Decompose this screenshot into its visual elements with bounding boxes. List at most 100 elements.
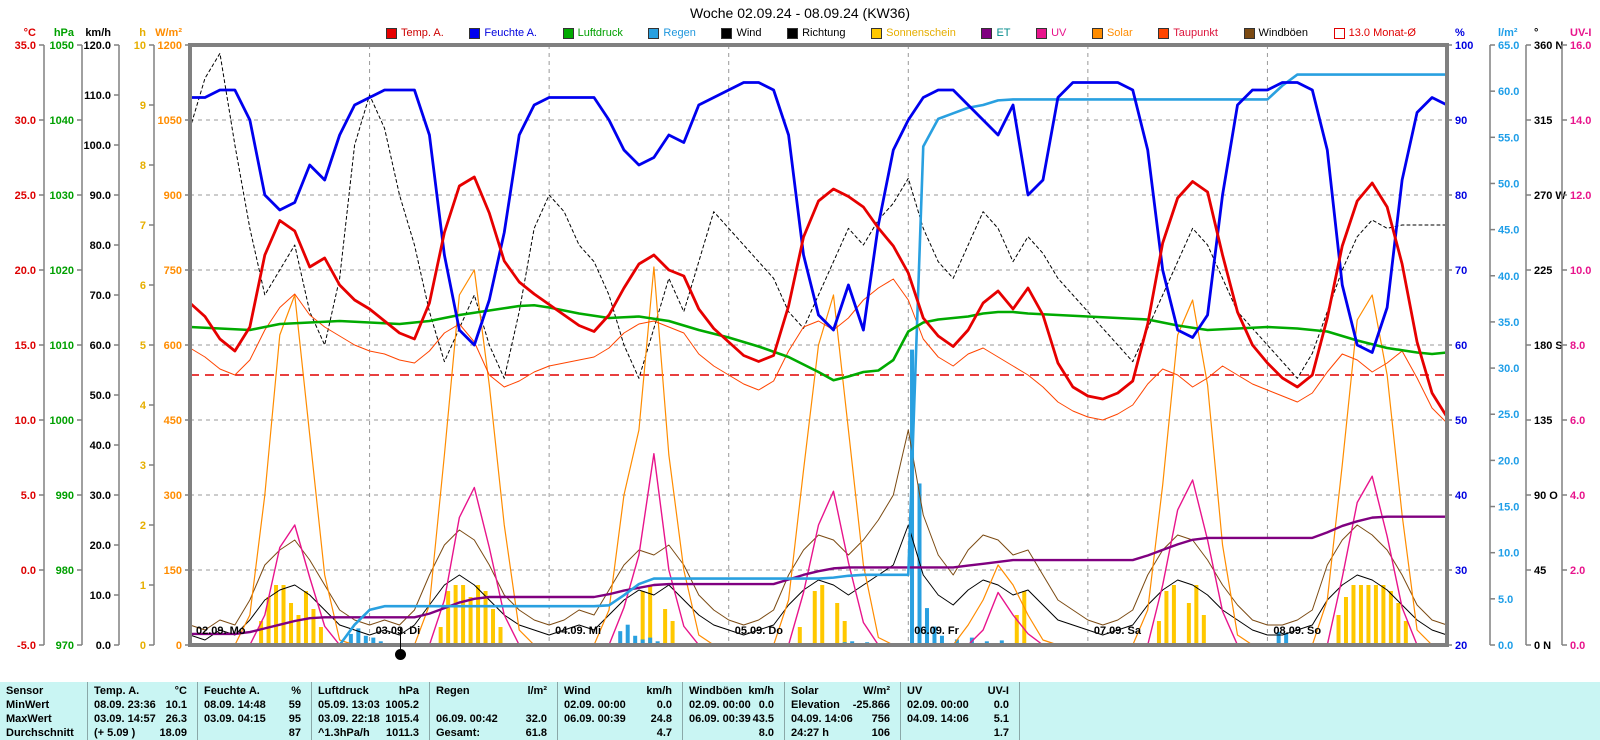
stats-min: Elevation -25.866: [785, 698, 900, 712]
stats-avg-value: 4.7: [656, 727, 672, 739]
stats-table: Sensor MinWert MaxWert Durchschnitt Temp. A.…: [0, 682, 1600, 740]
axis-unit-h: h: [139, 27, 146, 39]
stats-col-solar: Solar W/m² Elevation -25.866 04.09. 14:06 756…: [785, 682, 901, 740]
bar-regen-stunden: [363, 635, 368, 645]
legend-label-solar: Solar: [1106, 27, 1133, 39]
stats-avg-text: (+ 5.09 ): [94, 727, 136, 739]
legend-item-et[interactable]: ET: [981, 27, 1011, 39]
legend-item-taupunkt[interactable]: Taupunkt: [1158, 27, 1218, 39]
axis-tick-label-kmh: 50.0: [90, 390, 111, 402]
legend-swatch-temp: [386, 27, 397, 39]
stats-max-text: 03.09. 14:57: [94, 713, 156, 725]
axis-tick-label-wm2: 900: [164, 190, 182, 202]
axis-tick-label-lm2: 55.0: [1498, 132, 1519, 144]
series-windboeen-line: [189, 429, 1448, 631]
legend-label-temp: Temp. A.: [401, 27, 444, 39]
axis-unit-kmh: km/h: [85, 27, 111, 39]
bar-sonnenschein: [835, 603, 840, 645]
stats-header-text: Feuchte A.: [204, 685, 260, 697]
bar-sonnenschein: [820, 585, 825, 645]
cursor-marker[interactable]: [395, 628, 406, 661]
axis-tick-label-hpa: 1020: [50, 265, 74, 277]
stats-header: Windböen km/h: [683, 684, 784, 698]
stats-max-value: 26.3: [165, 713, 187, 725]
stats-max-text: 06.09. 00:39: [689, 713, 751, 725]
bar-regen-stunden: [625, 624, 630, 645]
stats-max-value: 43.5: [752, 713, 774, 725]
axis-tick-label-h: 5: [140, 340, 146, 352]
bar-sonnenschein: [1396, 603, 1401, 645]
stats-row-header-text: Sensor: [6, 685, 44, 697]
stats-header-value: %: [291, 685, 301, 697]
axis-tick-label-h: 7: [140, 220, 146, 232]
stats-max-text: 04.09. 14:06: [791, 713, 853, 725]
bar-sonnenschein: [318, 627, 323, 645]
legend-item-temp[interactable]: Temp. A.: [386, 27, 444, 39]
stats-max-value: 756: [871, 713, 890, 725]
stats-header: Feuchte A.%: [198, 684, 311, 698]
page-title: Woche 02.09.24 - 08.09.24 (KW36): [690, 5, 910, 21]
stats-header-value: °C: [174, 685, 187, 697]
legend-item-sonnenschein[interactable]: Sonnenschein: [871, 27, 956, 39]
stats-header: Regen l/m²: [430, 684, 557, 698]
stats-header-text: Temp. A.: [94, 685, 140, 697]
bar-sonnenschein: [1156, 621, 1161, 645]
legend-item-regen[interactable]: Regen: [648, 27, 696, 39]
bar-sonnenschein: [670, 621, 675, 645]
legend-item-windboeen[interactable]: Windböen: [1243, 27, 1308, 39]
bar-sonnenschein: [266, 597, 271, 645]
stats-max-value: 24.8: [650, 713, 672, 725]
bar-sonnenschein: [259, 621, 264, 645]
series-wind-line: [189, 524, 1448, 641]
axis-tick-label-kmh: 10.0: [90, 590, 111, 602]
series-temp-line: [188, 175, 1449, 419]
axis-tick-label-h: 0: [140, 640, 146, 652]
stats-max-text: 06.09. 00:42: [436, 713, 498, 725]
axis-tick-label-kmh: 70.0: [90, 290, 111, 302]
stats-header: UV UV-I: [901, 684, 1019, 698]
legend-item-monat[interactable]: 13.0 Monat-Ø: [1333, 27, 1416, 39]
series-regen-line: [188, 73, 1449, 647]
axis-tick-label-deg: 270 W: [1534, 190, 1566, 202]
stats-min: 02.09. 00:00 0.0: [558, 698, 682, 712]
legend-item-luftdruck[interactable]: Luftdruck: [562, 27, 623, 39]
stats-max: 06.09. 00:39 24.8: [558, 712, 682, 726]
series-richtung-line: [189, 52, 1448, 379]
stats-max-text: 03.09. 22:18: [318, 713, 380, 725]
stats-col-windb-en: Windböen km/h 02.09. 00:00 0.0 06.09. 00:39 4…: [683, 682, 785, 740]
stats-header-text: Regen: [436, 685, 470, 697]
axis-tick-label-pct: 50: [1455, 415, 1467, 427]
axis-tick-label-temp: 35.0: [15, 40, 36, 52]
stats-min-text: 05.09. 13:03: [318, 699, 380, 711]
legend-label-et: ET: [996, 27, 1011, 39]
stats-avg: 1.7: [901, 726, 1019, 740]
stats-col-feuchte-a-: Feuchte A.% 08.09. 14:48 59 03.09. 04:15 95 8…: [198, 682, 312, 740]
cursor-dot[interactable]: [395, 649, 406, 660]
stats-filler: [1020, 682, 1600, 740]
stats-avg-value: 8.0: [758, 727, 774, 739]
bar-sonnenschein: [1343, 597, 1348, 645]
legend-item-feuchte[interactable]: Feuchte A.: [469, 27, 537, 39]
axis-unit-temp: °C: [24, 27, 36, 39]
stats-col-regen: Regen l/m² 06.09. 00:42 32.0 Gesamt: 61.8: [430, 682, 558, 740]
stats-min-value: 0.0: [758, 699, 774, 711]
legend-item-solar[interactable]: Solar: [1091, 27, 1133, 39]
bar-sonnenschein: [1022, 591, 1027, 645]
stats-max: 04.09. 14:06 756: [785, 712, 900, 726]
stats-header: Temp. A. °C: [88, 684, 197, 698]
bar-regen-stunden: [1276, 632, 1281, 645]
bar-sonnenschein: [663, 609, 668, 645]
stats-max-value: 95: [288, 713, 301, 725]
axis-tick-label-kmh: 40.0: [90, 440, 111, 452]
axis-tick-label-uvi: 4.0: [1570, 490, 1585, 502]
legend-item-uv[interactable]: UV: [1036, 27, 1066, 39]
stats-header: Luftdruck hPa: [312, 684, 429, 698]
legend-item-wind[interactable]: Wind: [721, 27, 762, 39]
axis-tick-label-uvi: 12.0: [1570, 190, 1591, 202]
bar-sonnenschein: [1186, 603, 1191, 645]
stats-avg: 24:27 h 106: [785, 726, 900, 740]
legend-item-richtung[interactable]: Richtung: [787, 27, 846, 39]
bar-sonnenschein: [281, 585, 286, 645]
axis-tick-label-deg: 315: [1534, 115, 1552, 127]
axis-tick-label-deg: 180 S: [1534, 340, 1563, 352]
